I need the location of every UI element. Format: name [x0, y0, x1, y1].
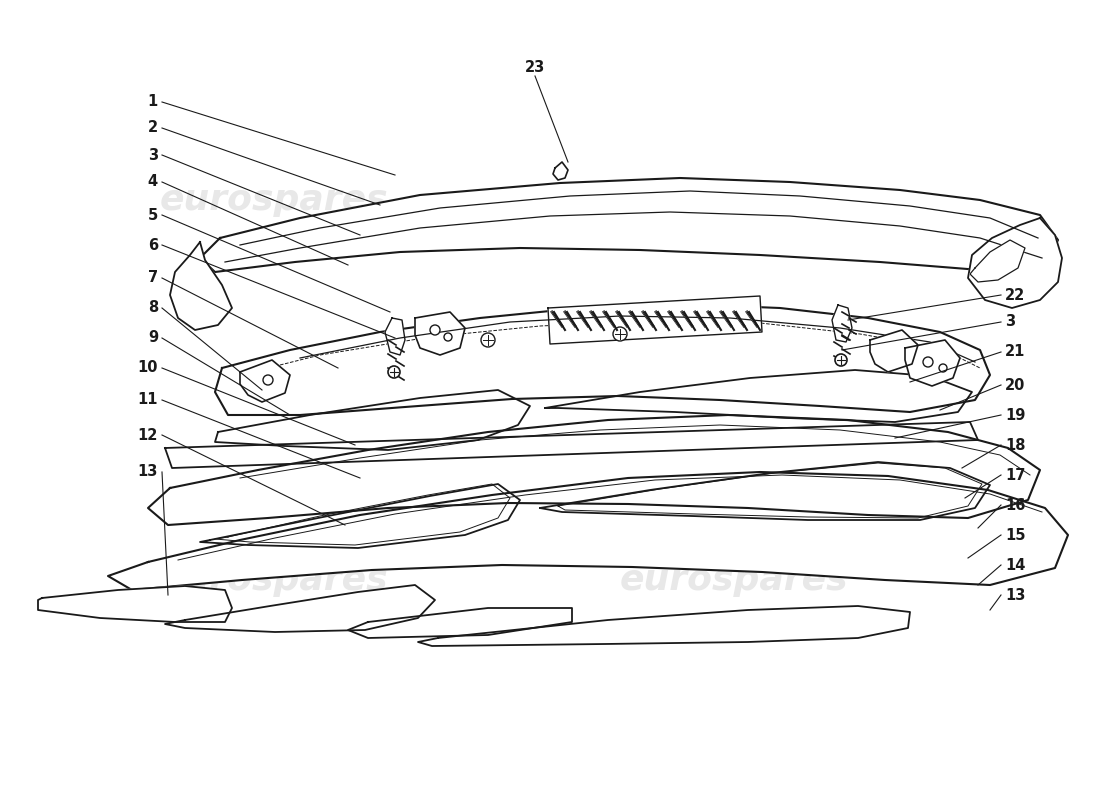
Polygon shape — [165, 422, 978, 468]
Polygon shape — [170, 242, 232, 330]
Circle shape — [430, 325, 440, 335]
Circle shape — [613, 327, 627, 341]
Circle shape — [388, 366, 400, 378]
Text: eurospares: eurospares — [160, 183, 388, 217]
Text: 21: 21 — [1005, 345, 1025, 359]
Text: 11: 11 — [138, 393, 158, 407]
Polygon shape — [832, 305, 852, 342]
Polygon shape — [200, 178, 1058, 272]
Polygon shape — [544, 370, 972, 422]
Polygon shape — [148, 415, 1040, 525]
Text: eurospares: eurospares — [160, 563, 388, 597]
Polygon shape — [548, 296, 762, 344]
Polygon shape — [418, 606, 910, 646]
Polygon shape — [553, 162, 568, 180]
Polygon shape — [905, 340, 960, 386]
Text: 8: 8 — [147, 301, 158, 315]
Polygon shape — [240, 360, 290, 402]
Text: 10: 10 — [138, 361, 158, 375]
Polygon shape — [39, 586, 232, 622]
Circle shape — [481, 333, 495, 347]
Text: 5: 5 — [147, 207, 158, 222]
Text: eurospares: eurospares — [620, 183, 848, 217]
Polygon shape — [870, 330, 918, 372]
Text: 3: 3 — [1005, 314, 1015, 330]
Text: 15: 15 — [1005, 527, 1025, 542]
Circle shape — [835, 354, 847, 366]
Polygon shape — [214, 390, 530, 450]
Text: 17: 17 — [1005, 467, 1025, 482]
Circle shape — [444, 333, 452, 341]
Text: 4: 4 — [147, 174, 158, 190]
Text: 6: 6 — [147, 238, 158, 253]
Polygon shape — [415, 312, 465, 355]
Circle shape — [263, 375, 273, 385]
Text: 13: 13 — [138, 465, 158, 479]
Text: 12: 12 — [138, 427, 158, 442]
Text: 19: 19 — [1005, 407, 1025, 422]
Polygon shape — [968, 218, 1062, 308]
Text: 22: 22 — [1005, 287, 1025, 302]
Text: 2: 2 — [147, 121, 158, 135]
Circle shape — [923, 357, 933, 367]
Text: 16: 16 — [1005, 498, 1025, 513]
Text: 9: 9 — [147, 330, 158, 346]
Text: 1: 1 — [147, 94, 158, 110]
Polygon shape — [108, 472, 1068, 590]
Polygon shape — [200, 484, 520, 548]
Text: 7: 7 — [147, 270, 158, 286]
Text: 14: 14 — [1005, 558, 1025, 573]
Text: eurospares: eurospares — [620, 563, 848, 597]
Text: 23: 23 — [525, 61, 546, 75]
Polygon shape — [970, 240, 1025, 282]
Polygon shape — [214, 304, 990, 415]
Polygon shape — [165, 585, 434, 632]
Text: 20: 20 — [1005, 378, 1025, 393]
Text: 18: 18 — [1005, 438, 1025, 453]
Circle shape — [939, 364, 947, 372]
Polygon shape — [385, 318, 405, 355]
Text: 3: 3 — [147, 147, 158, 162]
Polygon shape — [540, 462, 990, 520]
Text: 13: 13 — [1005, 587, 1025, 602]
Polygon shape — [348, 608, 572, 638]
